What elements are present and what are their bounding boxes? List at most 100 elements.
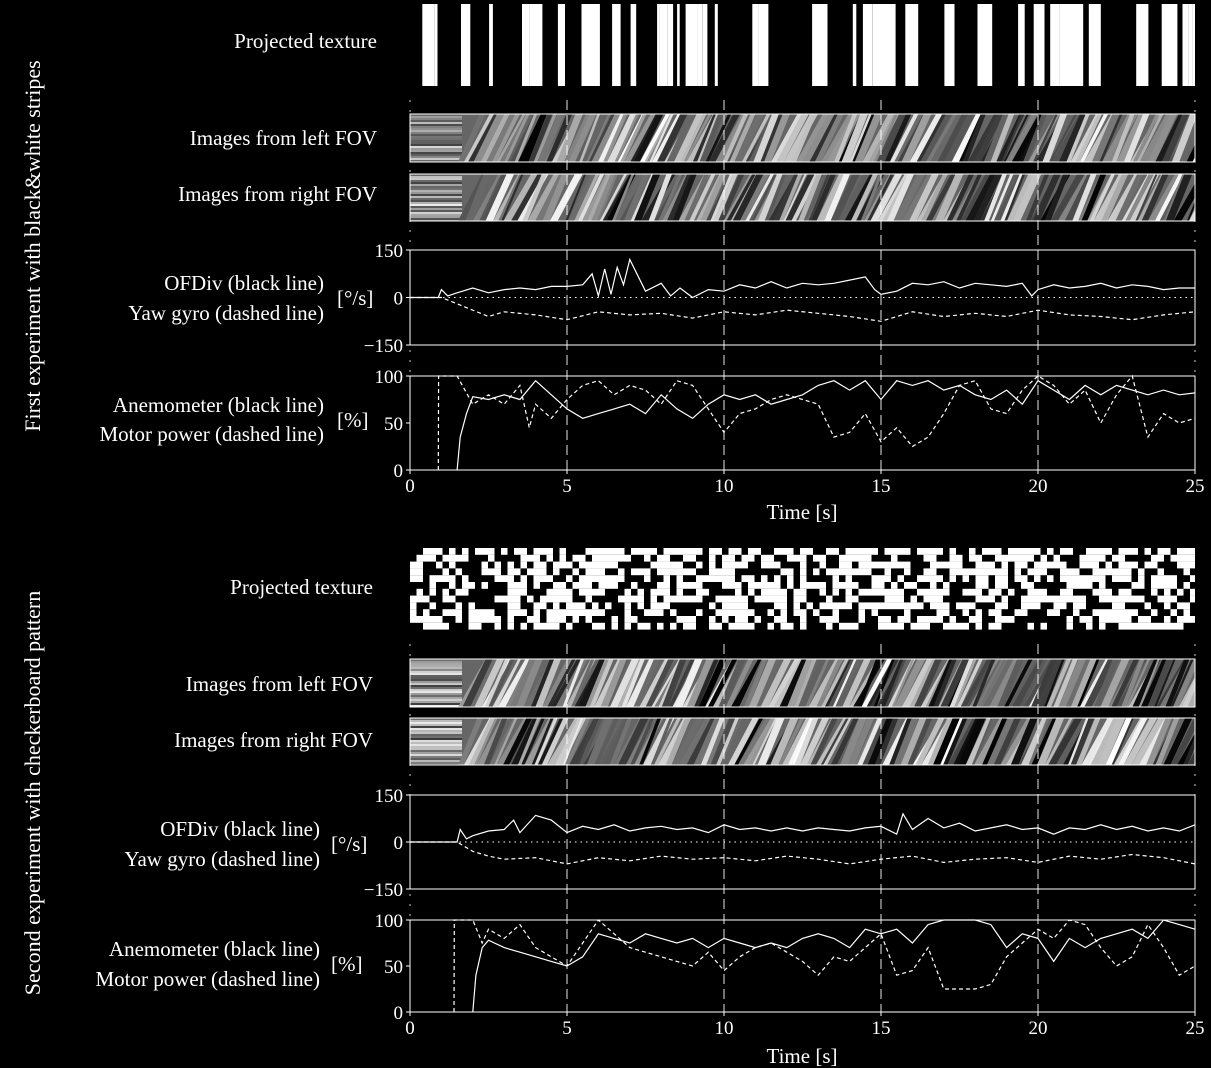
texture-cell — [741, 561, 748, 569]
fov-streak — [940, 659, 970, 707]
texture-cell — [741, 595, 748, 603]
texture-cell — [572, 602, 579, 610]
texture-cell — [520, 609, 527, 616]
exp2-left-fov-strip — [409, 658, 1196, 708]
texture-cell — [592, 568, 599, 576]
exp2-rate-series-dashed — [410, 841, 1196, 865]
texture-cell — [494, 561, 501, 569]
texture-stripe — [677, 4, 680, 86]
texture-cell — [1066, 582, 1073, 589]
texture-cell — [1014, 568, 1021, 576]
texture-cell — [1164, 582, 1171, 589]
texture-cell — [1170, 554, 1177, 562]
fov-static-band — [410, 126, 462, 128]
exp2-rate-unit: [°/s] — [331, 832, 367, 856]
fov-static-band — [410, 748, 462, 750]
fov-streak — [569, 718, 602, 765]
texture-cell — [1157, 548, 1164, 555]
texture-cell — [689, 548, 696, 555]
texture-cell — [962, 602, 969, 610]
exp1-side-label: First experiment with black&white stripe… — [20, 60, 45, 432]
fov-streak — [591, 114, 622, 162]
texture-cell — [1170, 575, 1177, 582]
fov-streak — [665, 718, 691, 765]
fov-static-band — [410, 699, 462, 701]
fov-streak — [971, 718, 993, 765]
texture-cell — [806, 548, 813, 555]
texture-cell — [845, 561, 852, 569]
fov-static-band — [410, 144, 462, 146]
texture-stripe — [1070, 4, 1084, 86]
texture-cell — [754, 582, 761, 589]
texture-cell — [527, 568, 534, 576]
fov-streak — [1032, 114, 1058, 162]
texture-cell — [657, 554, 664, 562]
texture-cell — [553, 616, 560, 623]
texture-cell — [546, 622, 553, 630]
texture-cell — [780, 548, 787, 555]
texture-cell — [943, 602, 950, 610]
texture-cell — [1001, 568, 1008, 576]
texture-cell — [1079, 582, 1086, 589]
texture-cell — [689, 582, 696, 589]
fov-streak — [1173, 659, 1195, 707]
texture-cell — [540, 602, 547, 610]
texture-stripe — [758, 4, 769, 86]
texture-cell — [1118, 616, 1125, 623]
fov-static-band — [410, 210, 462, 212]
fov-static-band — [410, 120, 462, 122]
fov-streak — [1042, 114, 1068, 162]
texture-cell — [1190, 561, 1195, 569]
texture-cell — [1040, 554, 1047, 562]
fov-streak — [1044, 174, 1069, 221]
texture-cell — [507, 602, 514, 610]
texture-cell — [644, 575, 651, 582]
texture-cell — [585, 561, 592, 569]
fov-streak — [800, 718, 830, 765]
texture-cell — [923, 616, 930, 623]
texture-cell — [722, 595, 729, 603]
fov-streak — [798, 174, 822, 221]
texture-stripe — [714, 4, 718, 86]
texture-cell — [533, 561, 540, 569]
fov-static-band — [410, 134, 462, 136]
fov-streak — [741, 114, 771, 162]
texture-cell — [1164, 622, 1171, 630]
fov-streak — [842, 659, 871, 707]
texture-cell — [1099, 575, 1106, 582]
texture-cell — [572, 609, 579, 616]
texture-cell — [852, 622, 859, 630]
fov-streak — [630, 718, 655, 765]
fov-image — [410, 718, 1195, 765]
fov-streak — [607, 659, 629, 707]
fov-streak — [614, 174, 644, 221]
fov-streak — [909, 174, 938, 221]
fov-streak — [933, 718, 960, 765]
texture-cell — [598, 582, 605, 589]
texture-cell — [1183, 602, 1190, 610]
texture-cell — [410, 575, 417, 582]
texture-cell — [650, 588, 657, 596]
texture-cell — [1118, 548, 1125, 555]
fov-streak — [1068, 718, 1089, 765]
texture-cell — [507, 609, 514, 616]
texture-cell — [1001, 582, 1008, 589]
fov-streak — [1028, 718, 1050, 765]
texture-cell — [975, 622, 982, 630]
fov-streak — [1058, 114, 1088, 162]
texture-cell — [579, 575, 586, 582]
texture-stripe — [1161, 4, 1178, 86]
texture-cell — [819, 554, 826, 562]
fov-streak — [909, 114, 944, 162]
texture-cell — [1183, 554, 1190, 562]
texture-stripe — [461, 4, 471, 86]
fov-streak — [810, 718, 838, 765]
texture-cell — [1040, 595, 1047, 603]
texture-cell — [553, 568, 560, 576]
texture-cell — [553, 609, 560, 616]
texture-cell — [1105, 588, 1112, 596]
texture-cell — [969, 554, 976, 562]
texture-cell — [1066, 588, 1073, 596]
fov-static-band — [410, 679, 462, 681]
texture-cell — [930, 595, 937, 603]
